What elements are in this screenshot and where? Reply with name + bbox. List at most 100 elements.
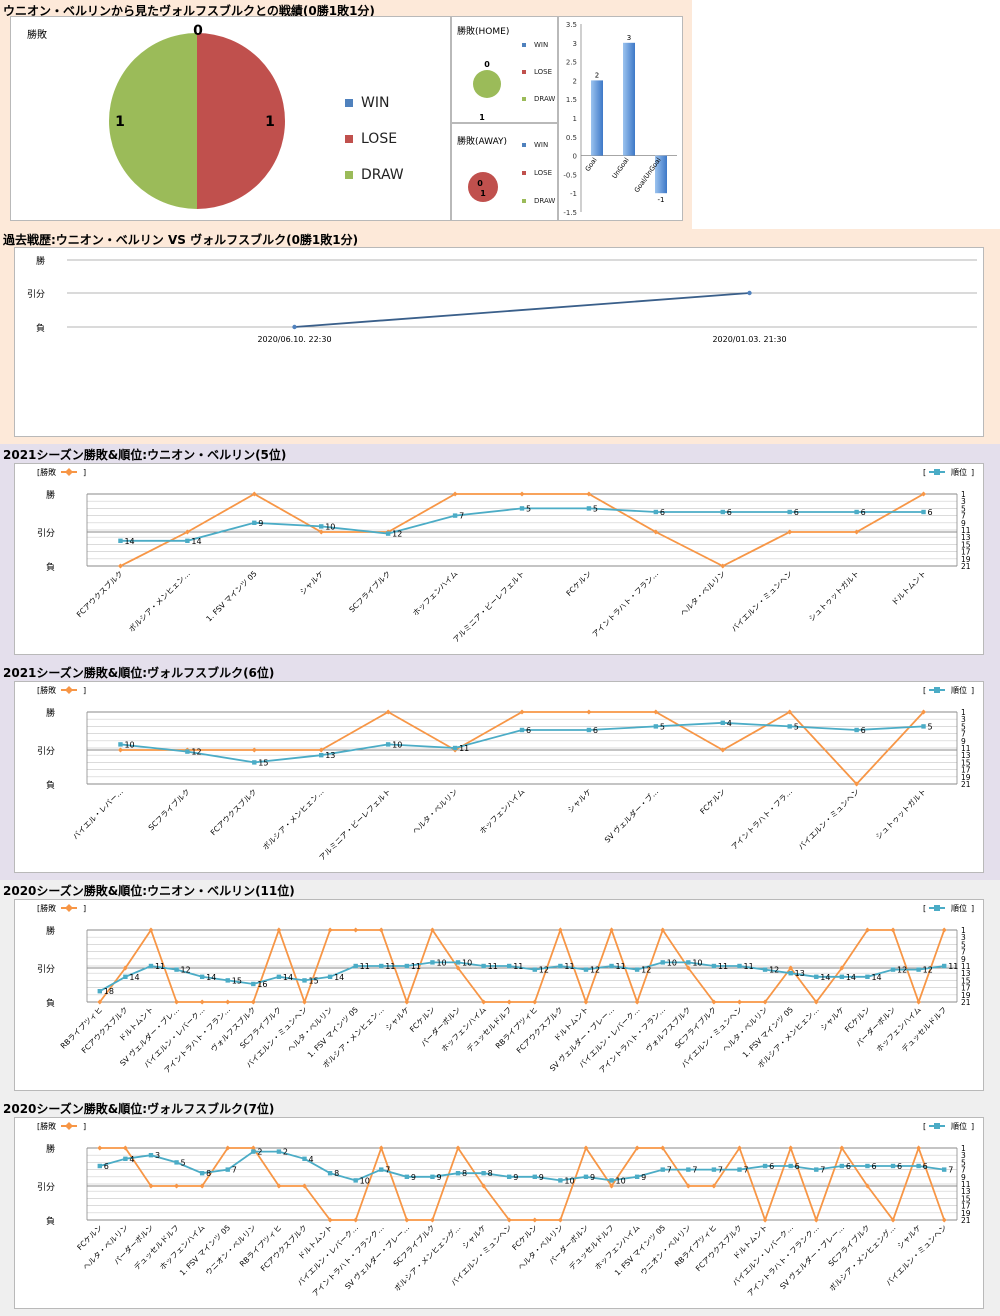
result-point <box>864 1183 870 1189</box>
rank-data-label: 10 <box>667 958 677 967</box>
rank-point <box>660 1167 665 1172</box>
rank-tick-label: 13 <box>961 751 971 760</box>
category-label: ホッフェンハイム <box>874 1005 923 1054</box>
rank-tick-label: 7 <box>961 730 966 739</box>
result-level-label: 引分 <box>37 1182 55 1193</box>
result-point <box>481 1183 487 1189</box>
home-pie-legend-swatch-lose <box>522 70 526 74</box>
category-label: FCアウクスブルク <box>74 568 125 619</box>
rank-point <box>854 509 859 515</box>
result-point <box>318 529 324 535</box>
bar-ytick-label: 1 <box>573 115 577 123</box>
result-point <box>839 1145 845 1151</box>
result-point <box>302 1183 307 1189</box>
result-point <box>251 747 257 753</box>
category-label: ヘルタ・ベルリン <box>286 1005 335 1054</box>
rank-data-label: 13 <box>325 751 335 760</box>
history-chart-box: 勝引分負 2020/06.10. 22:30 2020/01.03. 21:30 <box>14 247 984 437</box>
history-point <box>747 290 752 296</box>
rank-data-label: 12 <box>191 748 201 757</box>
rank-point <box>686 960 691 965</box>
rank-data-label: 10 <box>564 1176 574 1185</box>
rank-data-label: 13 <box>795 969 805 978</box>
category-label: デュッセルドルフ <box>131 1222 180 1271</box>
rank-point <box>921 509 926 515</box>
away-pie-legend-label-draw: DRAW <box>534 197 555 205</box>
season-chart-box-2: [勝敗][順位] 1 3 5 7 9 11 13 15 17 19 21 勝引分負 10 12 15 13 10 1… <box>14 681 984 873</box>
main-pie-slice-draw <box>109 33 197 209</box>
rank-point <box>942 963 947 969</box>
rank-data-label: 6 <box>923 1162 928 1171</box>
home-pie-legend-label-win: WIN <box>534 41 548 49</box>
result-point <box>174 1183 180 1189</box>
results-legend-label: [勝敗 <box>37 1121 56 1131</box>
bar-value-label: 2 <box>595 71 599 79</box>
result-point <box>685 965 691 971</box>
rank-data-label: 8 <box>206 1169 211 1178</box>
rank-point <box>353 963 358 969</box>
bar-ytick-label: -1 <box>570 190 577 198</box>
rank-point <box>737 1167 742 1172</box>
rank-point <box>302 978 307 983</box>
rank-point <box>519 727 525 733</box>
rank-data-label: 11 <box>513 962 523 971</box>
rank-legend-marker <box>934 469 940 475</box>
rank-data-label: 11 <box>744 962 754 971</box>
result-level-label: 負 <box>46 779 55 791</box>
result-point <box>519 709 525 715</box>
rank-point <box>762 967 768 972</box>
rank-tick-label: 3 <box>961 1151 966 1160</box>
result-level-label: 勝 <box>46 925 55 937</box>
rank-data-label: 4 <box>727 719 732 728</box>
category-label: FCアウクスブルク <box>79 1004 130 1055</box>
rank-data-label: 6 <box>897 1162 902 1171</box>
result-point <box>711 999 717 1005</box>
category-label: ホッフェンハイム <box>478 787 527 836</box>
rank-point <box>327 1171 333 1176</box>
result-level-label: 負 <box>46 1215 55 1227</box>
bar-value-label: 3 <box>627 34 631 42</box>
rank-data-label: 12 <box>392 530 402 539</box>
result-point <box>557 1217 563 1223</box>
result-point <box>653 709 659 715</box>
rank-point <box>225 978 230 983</box>
rank-point <box>916 967 921 972</box>
rank-point <box>174 967 179 972</box>
result-point <box>184 529 190 535</box>
result-point <box>452 491 458 497</box>
rank-point <box>327 974 333 979</box>
result-point <box>720 747 726 753</box>
rank-data-label: 6 <box>871 1162 876 1171</box>
away-pie-legend-swatch-draw <box>522 199 526 203</box>
rank-line <box>99 961 945 992</box>
result-point <box>685 1183 691 1189</box>
main-pie-legend-label-win: WIN <box>361 95 389 111</box>
rank-point <box>890 1163 896 1169</box>
rank-data-label: 10 <box>124 740 134 749</box>
rank-data-label: 5 <box>593 504 598 513</box>
main-pie-legend-label-draw: DRAW <box>361 167 404 183</box>
result-point <box>318 747 324 753</box>
results-legend-marker <box>65 1122 73 1130</box>
result-point <box>660 927 666 933</box>
rank-data-label: 15 <box>232 976 242 985</box>
category-label: FCアウクスブルク <box>208 786 259 837</box>
rank-legend-marker <box>934 1123 940 1129</box>
result-point <box>941 927 947 933</box>
rank-data-label: 11 <box>360 962 370 971</box>
away-pie-legend-label-win: WIN <box>534 141 548 149</box>
rank-tick-label: 19 <box>961 991 971 1000</box>
result-point <box>378 927 384 933</box>
rank-point <box>660 960 665 965</box>
category-label: アルミニア・ビーレフェルト <box>451 569 526 644</box>
bar-goal <box>591 80 603 156</box>
rank-legend-open: [ <box>923 468 926 477</box>
result-point <box>327 927 333 933</box>
rank-tick-label: 7 <box>961 1166 966 1175</box>
rank-tick-label: 21 <box>961 780 971 789</box>
rank-point <box>711 1167 717 1172</box>
bar-ytick-label: -1.5 <box>563 209 577 217</box>
rank-point <box>737 963 742 969</box>
rank-point <box>762 1163 768 1169</box>
away-pie-value-lose: 1 <box>480 189 486 198</box>
